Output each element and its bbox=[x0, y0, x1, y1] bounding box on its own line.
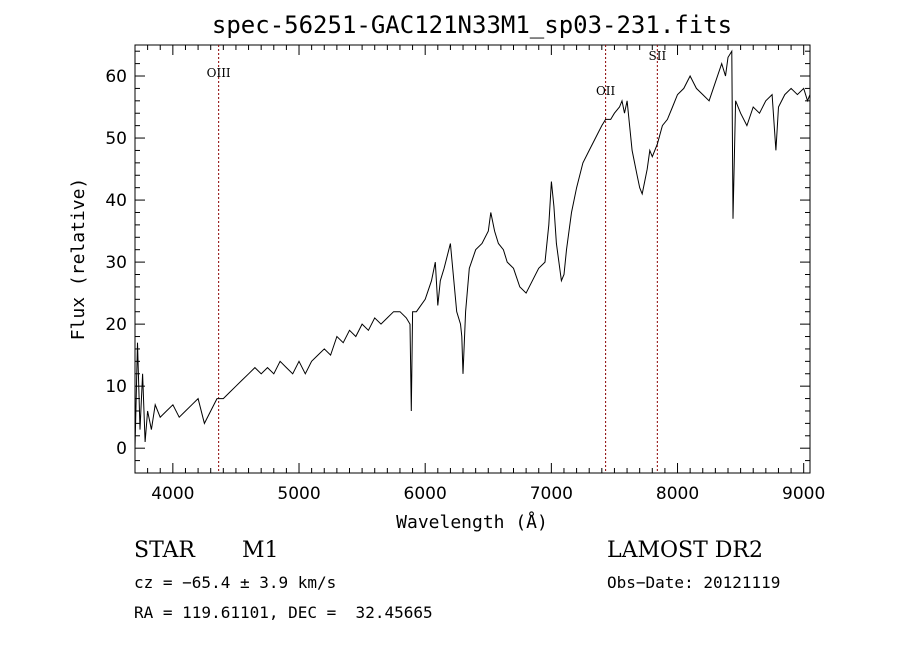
x-tick-label: 7000 bbox=[530, 484, 573, 504]
plot-frame bbox=[134, 44, 811, 474]
y-tick-label: 0 bbox=[116, 439, 127, 459]
y-tick-label: 30 bbox=[105, 253, 127, 273]
redshift-cz: cz = −65.4 ± 3.9 km/s bbox=[134, 573, 337, 592]
y-axis-label: Flux (relative) bbox=[68, 178, 89, 341]
y-tick-label: 50 bbox=[105, 129, 127, 149]
axis-ticks: 4000 5000 6000 7000 8000 9000 0 10 20 30 40 50 60 bbox=[105, 45, 825, 504]
y-tick-label: 40 bbox=[105, 191, 127, 211]
coordinates: RA = 119.61101, DEC = 32.45665 bbox=[134, 603, 433, 622]
x-tick-label: 9000 bbox=[782, 484, 825, 504]
y-tick-label: 10 bbox=[105, 377, 127, 397]
survey-name: LAMOST DR2 bbox=[607, 538, 763, 563]
observation-date: Obs−Date: 20121119 bbox=[607, 573, 781, 592]
x-tick-label: 4000 bbox=[151, 484, 194, 504]
spectrum-line bbox=[134, 49, 811, 449]
x-tick-label: 6000 bbox=[404, 484, 447, 504]
x-tick-label: 8000 bbox=[656, 484, 699, 504]
y-tick-label: 20 bbox=[105, 315, 127, 335]
emission-line-label: SII bbox=[648, 49, 666, 63]
emission-line-markers: OIII OII SII bbox=[207, 45, 666, 473]
object-type: STAR bbox=[134, 538, 195, 563]
object-subclass: M1 bbox=[242, 538, 279, 563]
y-tick-label: 60 bbox=[105, 67, 127, 87]
chart-title: spec-56251-GAC121N33M1_sp03-231.fits bbox=[212, 11, 732, 39]
x-tick-label: 5000 bbox=[277, 484, 320, 504]
x-axis-label: Wavelength (Å) bbox=[396, 511, 548, 533]
emission-line-label: OII bbox=[596, 84, 616, 98]
emission-line-label: OIII bbox=[207, 66, 231, 80]
